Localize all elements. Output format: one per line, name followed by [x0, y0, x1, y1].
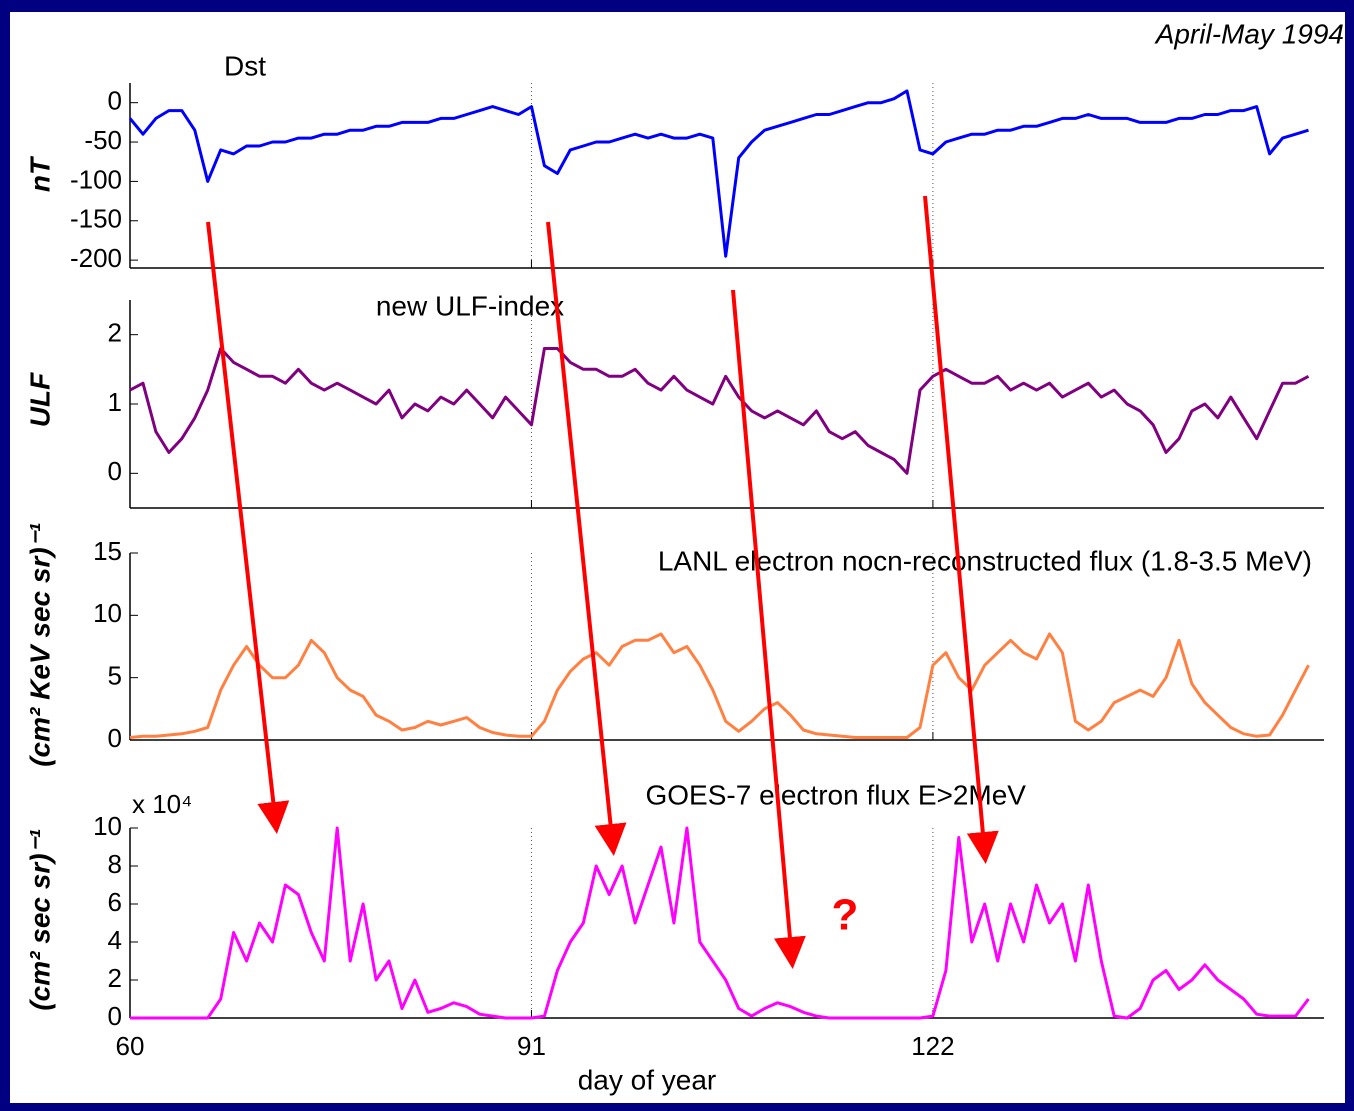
y-tick-label: 8: [108, 849, 122, 879]
y-axis-label: ULF: [24, 372, 55, 427]
y-tick-label: 5: [108, 661, 122, 691]
y-tick-label: 0: [108, 86, 122, 116]
x-axis-label: day of year: [578, 1064, 717, 1095]
y-tick-label: 10: [93, 811, 122, 841]
y-tick-label: 0: [108, 723, 122, 753]
arrow: [923, 195, 999, 864]
annotation: ?: [832, 891, 859, 940]
arrows: [206, 195, 999, 969]
y-tick-label: -100: [70, 164, 122, 194]
y-tick-label: 6: [108, 887, 122, 917]
arrow: [546, 221, 627, 856]
y-tick-label: 0: [108, 1001, 122, 1031]
y-tick-label: 10: [93, 598, 122, 628]
data-line: [129, 347, 1310, 475]
y-tick-label: 1: [108, 387, 122, 417]
panel-title: Dst: [224, 50, 266, 81]
x-tick-label: 60: [116, 1031, 145, 1061]
panel-title: GOES-7 electron flux E>2MeV: [645, 779, 1026, 810]
data-line: [129, 632, 1310, 739]
y-axis-label: nT: [24, 155, 55, 192]
x-tick-label: 122: [911, 1031, 954, 1061]
arrow: [206, 221, 290, 834]
data-line: [128, 89, 1309, 258]
canvas: [10, 12, 1345, 1103]
data-line: [130, 826, 1310, 1020]
x-tick-label: 91: [517, 1031, 546, 1061]
header: April-May 1994: [1154, 18, 1344, 49]
y-tick-label: -200: [70, 243, 122, 273]
multiplier: x 10⁴: [132, 789, 192, 819]
panel-title: LANL electron nocn-reconstructed flux (1…: [658, 545, 1312, 576]
y-tick-label: 2: [108, 318, 122, 348]
panel-title: new ULF-index: [376, 290, 564, 321]
y-tick-label: 0: [108, 456, 122, 486]
y-tick-label: -150: [70, 204, 122, 234]
y-tick-label: 4: [108, 925, 122, 955]
y-axis-label: (cm² KeV sec sr)⁻¹: [24, 523, 55, 767]
y-tick-label: 15: [93, 536, 122, 566]
arrow: [731, 289, 806, 969]
y-axis-label: (cm² sec sr)⁻¹: [24, 829, 55, 1010]
y-tick-label: -50: [84, 125, 122, 155]
y-tick-label: 2: [108, 963, 122, 993]
